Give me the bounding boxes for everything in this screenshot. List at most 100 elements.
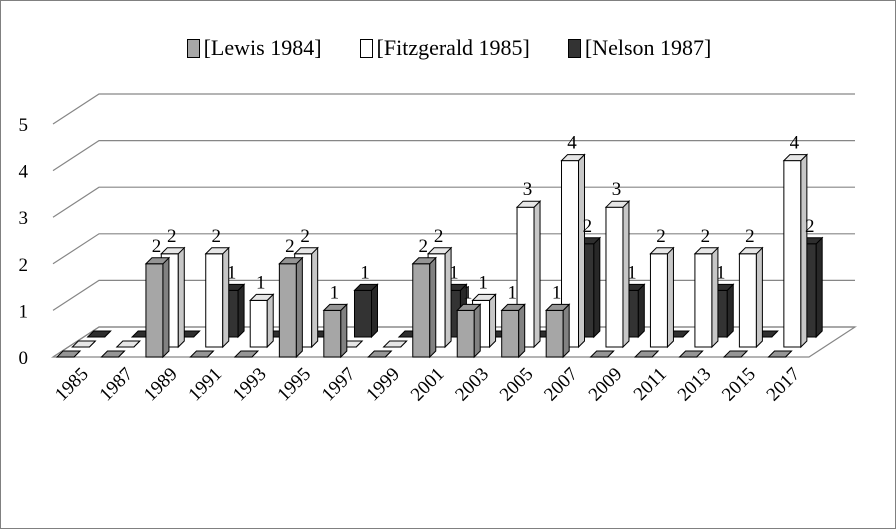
gridline xyxy=(52,233,855,265)
bar-fitzgerald-2005-top xyxy=(515,200,542,208)
bar-lewis-2003-front xyxy=(456,309,475,358)
bar-lewis-1991 xyxy=(189,350,215,358)
bar-fitzgerald-1991-top xyxy=(204,247,230,255)
bar-fitzgerald-1985 xyxy=(71,340,97,348)
bar-fitzgerald-2011 xyxy=(649,246,675,349)
x-tick-label: 2015 xyxy=(718,364,760,406)
bar-nelson-1985-top xyxy=(86,330,112,338)
data-label: 2 xyxy=(583,216,593,237)
bar-lewis-2005-front xyxy=(501,309,520,358)
bar-lewis-2005-top xyxy=(500,303,526,311)
bar-nelson-1985 xyxy=(86,330,112,338)
data-label: 4 xyxy=(567,133,577,154)
bar-nelson-1997-side xyxy=(370,283,378,339)
legend-swatch-nelson xyxy=(567,38,581,58)
x-tick-label: 2007 xyxy=(540,364,582,406)
bar-lewis-2017-top xyxy=(767,350,793,358)
x-tick-label: 2011 xyxy=(630,364,671,405)
gridline xyxy=(52,93,855,125)
bar-lewis-1997-side xyxy=(340,303,348,359)
bar-fitzgerald-2013 xyxy=(693,246,720,349)
bar-nelson-1991-side xyxy=(237,283,245,339)
data-label: 1 xyxy=(449,262,459,283)
x-tick-label: 1993 xyxy=(229,364,271,406)
legend: [Lewis 1984] [Fitzgerald 1985] [Nelson 1… xyxy=(1,35,896,61)
bar-lewis-2003 xyxy=(456,303,482,359)
bar-fitzgerald-1991 xyxy=(204,246,230,349)
bar-fitzgerald-2013-top xyxy=(693,247,720,255)
bar-fitzgerald-2017-front xyxy=(783,160,802,348)
bar-lewis-2001-top xyxy=(411,257,437,265)
bar-lewis-2001-side xyxy=(429,256,437,359)
data-label: 2 xyxy=(300,226,310,247)
bar-fitzgerald-1987 xyxy=(115,340,142,348)
bar-fitzgerald-1993-top xyxy=(249,293,275,301)
bar-fitzgerald-1989-side xyxy=(177,246,185,349)
bar-fitzgerald-1993 xyxy=(249,293,275,349)
legend-label-nelson: [Nelson 1987] xyxy=(584,35,712,60)
data-label: 4 xyxy=(790,133,800,154)
x-tick-label: 1995 xyxy=(273,364,315,406)
data-label: 1 xyxy=(627,262,637,283)
data-label: 2 xyxy=(167,226,177,247)
data-label: 1 xyxy=(360,262,370,283)
x-tick-label: 2017 xyxy=(763,364,805,406)
bar-fitzgerald-2001-top xyxy=(426,247,453,255)
bar-fitzgerald-1995-top xyxy=(293,247,319,255)
bar-lewis-2013-top xyxy=(678,350,704,358)
bar-fitzgerald-2009 xyxy=(604,199,631,349)
bar-lewis-2007 xyxy=(544,303,571,359)
bar-lewis-1989 xyxy=(144,256,171,359)
bar-fitzgerald-2017-top xyxy=(782,154,809,162)
bar-lewis-2013 xyxy=(678,350,704,358)
y-tick-label: 1 xyxy=(19,301,29,322)
bar-fitzgerald-2017-side xyxy=(800,153,808,349)
legend-item-fitzgerald: [Fitzgerald 1985] xyxy=(359,35,530,61)
bar-lewis-1989-top xyxy=(144,257,171,265)
bar-lewis-1995-top xyxy=(278,257,304,265)
y-axis: 0 1 2 3 4 5 xyxy=(19,115,29,369)
data-label: 2 xyxy=(152,236,162,257)
y-tick-label: 4 xyxy=(19,162,29,183)
bar-lewis-1985 xyxy=(55,350,82,358)
x-tick-label: 1989 xyxy=(140,364,182,406)
bar-lewis-1987-top xyxy=(100,350,126,358)
legend-item-lewis: [Lewis 1984] xyxy=(186,35,322,61)
bar-lewis-2007-top xyxy=(544,303,571,311)
bar-lewis-2003-side xyxy=(473,303,481,359)
bar-lewis-1997-front xyxy=(323,309,342,358)
bar-fitzgerald-1995-side xyxy=(311,246,319,349)
bar-nelson-1997 xyxy=(353,283,379,339)
bar-lewis-2015 xyxy=(722,350,749,358)
data-label: 1 xyxy=(552,282,562,303)
bar-lewis-2009-top xyxy=(589,350,615,358)
bar-lewis-1995-front xyxy=(278,263,297,358)
bar-fitzgerald-1999 xyxy=(382,340,408,348)
data-label: 2 xyxy=(211,226,221,247)
gridline xyxy=(52,140,855,172)
data-label: 1 xyxy=(463,282,473,303)
x-tick-label: 1987 xyxy=(96,364,138,406)
bar-fitzgerald-1985-top xyxy=(71,340,97,348)
data-label: 2 xyxy=(745,226,755,247)
x-tick-label: 1999 xyxy=(362,364,404,406)
bar-fitzgerald-1993-front xyxy=(249,299,268,348)
data-label: 2 xyxy=(419,236,429,257)
data-label: 3 xyxy=(612,179,622,200)
x-tick-label: 1997 xyxy=(318,364,360,406)
data-label: 2 xyxy=(434,226,444,247)
data-label: 2 xyxy=(656,226,666,247)
bar-nelson-2007-side xyxy=(593,236,601,339)
bar-fitzgerald-2007-top xyxy=(560,154,586,162)
bar-lewis-2017 xyxy=(767,350,793,358)
bar-lewis-2007-front xyxy=(545,309,564,358)
bars xyxy=(55,153,824,359)
data-label: 2 xyxy=(701,226,711,247)
bar-fitzgerald-2015-front xyxy=(738,253,757,348)
bar-fitzgerald-2009-front xyxy=(605,206,624,348)
bar-lewis-1993 xyxy=(233,350,260,358)
bar-lewis-2007-side xyxy=(562,303,570,359)
bar-fitzgerald-2007-side xyxy=(578,153,586,349)
